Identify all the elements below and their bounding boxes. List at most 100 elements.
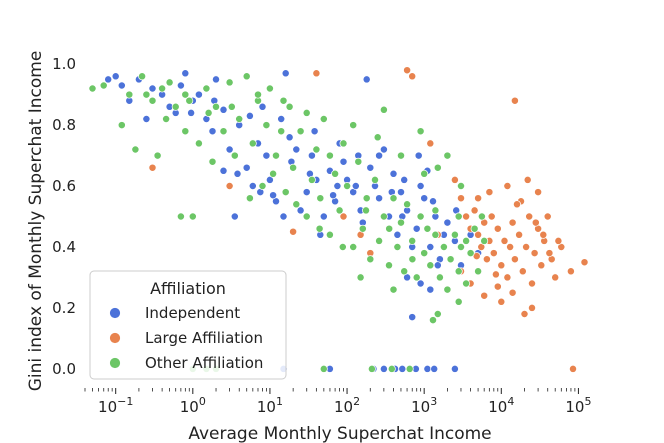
- point-large-affiliation: [497, 297, 506, 306]
- legend-box: [89, 270, 287, 380]
- point-other-affiliation: [171, 102, 180, 111]
- point-independent: [176, 81, 185, 90]
- point-other-affiliation: [389, 285, 398, 294]
- point-other-affiliation: [212, 102, 220, 111]
- point-other-affiliation: [474, 267, 483, 276]
- point-independent: [426, 285, 435, 294]
- point-large-affiliation: [474, 194, 483, 203]
- point-other-affiliation: [230, 151, 239, 160]
- point-other-affiliation: [429, 316, 437, 325]
- point-other-affiliation: [373, 133, 382, 142]
- point-independent: [400, 175, 409, 184]
- point-other-affiliation: [289, 163, 298, 172]
- point-independent: [366, 163, 375, 172]
- point-independent: [339, 157, 348, 166]
- point-other-affiliation: [162, 115, 171, 123]
- x-tick-label: 102: [334, 395, 360, 416]
- point-large-affiliation: [289, 227, 298, 236]
- point-large-affiliation: [500, 236, 509, 245]
- point-large-affiliation: [534, 188, 543, 197]
- point-other-affiliation: [242, 72, 251, 81]
- point-independent: [362, 75, 371, 84]
- point-other-affiliation: [158, 84, 167, 93]
- x-axis-title: Average Monthly Superchat Income: [188, 424, 491, 443]
- legend-title: Affiliation: [150, 279, 226, 298]
- point-other-affiliation: [312, 145, 321, 154]
- point-independent: [187, 108, 196, 117]
- point-independent: [429, 197, 437, 206]
- point-other-affiliation: [339, 139, 348, 148]
- axis-ticks: 10−1 100 101 102 103 104 105 0.0 0.2 0.4 0.6 0.8 1.0: [52, 55, 591, 416]
- point-independent: [262, 151, 271, 160]
- point-other-affiliation: [408, 236, 417, 245]
- point-independent: [245, 111, 254, 120]
- point-other-affiliation: [117, 121, 126, 130]
- legend-label-independent: Independent: [145, 304, 240, 322]
- point-other-affiliation: [443, 151, 452, 160]
- point-other-affiliation: [462, 236, 471, 245]
- point-other-affiliation: [362, 206, 370, 215]
- point-large-affiliation: [530, 249, 539, 258]
- point-other-affiliation: [148, 96, 157, 105]
- point-other-affiliation: [420, 169, 429, 178]
- legend-marker-large-affiliation: [109, 332, 121, 344]
- point-other-affiliation: [138, 72, 147, 81]
- point-large-affiliation: [482, 255, 491, 264]
- point-large-affiliation: [506, 243, 515, 251]
- point-independent: [351, 182, 360, 190]
- point-independent: [242, 163, 251, 172]
- point-independent: [420, 194, 429, 203]
- series-other-affiliation: [88, 72, 489, 373]
- point-other-affiliation: [385, 224, 394, 233]
- point-other-affiliation: [431, 206, 440, 215]
- point-other-affiliation: [433, 163, 442, 172]
- point-other-affiliation: [176, 212, 185, 221]
- point-other-affiliation: [367, 364, 376, 373]
- point-independent: [277, 115, 286, 123]
- point-large-affiliation: [485, 188, 494, 197]
- point-independent: [379, 145, 388, 154]
- point-independent: [393, 230, 402, 239]
- point-large-affiliation: [554, 236, 563, 245]
- point-other-affiliation: [387, 364, 396, 373]
- point-independent: [111, 72, 120, 81]
- point-other-affiliation: [277, 127, 286, 136]
- point-other-affiliation: [454, 297, 463, 306]
- point-large-affiliation: [462, 212, 471, 221]
- point-other-affiliation: [349, 243, 358, 251]
- point-other-affiliation: [435, 273, 444, 282]
- point-independent: [148, 84, 157, 93]
- point-independent: [408, 313, 417, 322]
- point-other-affiliation: [315, 224, 324, 233]
- point-other-affiliation: [248, 139, 257, 148]
- point-independent: [423, 364, 432, 373]
- x-tick-label: 101: [257, 395, 283, 416]
- point-other-affiliation: [188, 212, 197, 221]
- point-large-affiliation: [503, 182, 512, 190]
- point-other-affiliation: [420, 249, 429, 258]
- point-independent: [302, 188, 311, 197]
- point-independent: [450, 364, 459, 373]
- point-independent: [285, 133, 294, 142]
- point-other-affiliation: [416, 212, 425, 221]
- point-independent: [269, 191, 278, 200]
- point-other-affiliation: [400, 267, 409, 276]
- point-large-affiliation: [539, 230, 548, 239]
- point-independent: [389, 169, 398, 178]
- point-other-affiliation: [265, 84, 274, 93]
- point-other-affiliation: [389, 194, 398, 203]
- point-other-affiliation: [208, 157, 217, 166]
- point-other-affiliation: [393, 243, 402, 251]
- point-other-affiliation: [335, 206, 344, 215]
- point-other-affiliation: [204, 108, 213, 117]
- point-independent: [117, 81, 126, 90]
- point-large-affiliation: [339, 212, 348, 221]
- legend-marker-independent: [109, 307, 121, 319]
- point-other-affiliation: [480, 236, 489, 245]
- point-other-affiliation: [454, 212, 463, 221]
- point-other-affiliation: [397, 151, 405, 160]
- point-independent: [142, 115, 151, 123]
- point-other-affiliation: [258, 182, 267, 190]
- point-other-affiliation: [457, 182, 465, 190]
